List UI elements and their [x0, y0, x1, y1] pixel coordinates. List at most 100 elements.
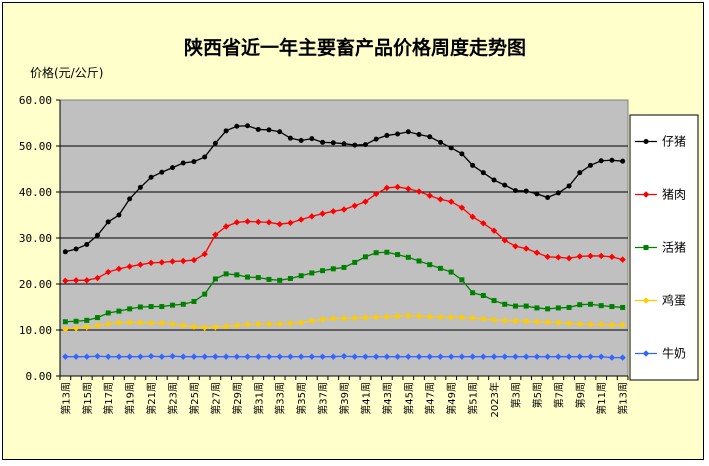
- data-point: [265, 219, 273, 226]
- data-point: [372, 313, 380, 321]
- data-point: [309, 136, 315, 142]
- data-point: [158, 259, 166, 266]
- x-tick-label: 第45周: [402, 382, 415, 415]
- data-point: [544, 318, 551, 326]
- series-3: [62, 312, 626, 333]
- x-tick-label: 第51周: [467, 382, 480, 415]
- data-point: [545, 195, 551, 201]
- data-point: [576, 353, 583, 360]
- data-point: [116, 212, 122, 218]
- data-point: [223, 271, 229, 277]
- data-point: [383, 313, 391, 320]
- x-tick-label: 第3周: [509, 382, 522, 408]
- data-point: [341, 264, 347, 270]
- data-point: [169, 353, 176, 360]
- data-point: [330, 140, 336, 146]
- data-point: [459, 151, 465, 157]
- data-point: [587, 353, 594, 360]
- data-point: [180, 301, 186, 307]
- data-point: [415, 188, 423, 195]
- data-point: [245, 274, 251, 280]
- data-point: [448, 145, 454, 151]
- data-point: [276, 320, 283, 328]
- data-point: [147, 353, 155, 360]
- data-point: [522, 318, 530, 325]
- data-point: [212, 231, 219, 238]
- data-point: [480, 293, 486, 298]
- data-point: [620, 304, 626, 310]
- data-point: [191, 159, 197, 165]
- data-point: [62, 353, 69, 360]
- data-point: [212, 276, 218, 282]
- data-point: [458, 204, 466, 211]
- chart-title: 陕西省近一年主要畜产品价格周度走势图: [184, 36, 526, 59]
- data-point: [566, 183, 572, 189]
- legend-label: 鸡蛋: [662, 293, 686, 308]
- data-point: [190, 256, 198, 264]
- data-point: [619, 354, 626, 361]
- data-point: [544, 353, 551, 360]
- data-point: [222, 353, 230, 360]
- data-point: [491, 298, 497, 304]
- data-point: [309, 270, 315, 276]
- data-point: [62, 325, 69, 333]
- x-tick-label: 第27周: [209, 382, 222, 415]
- data-point: [190, 353, 198, 360]
- x-tick-label: 第49周: [445, 382, 458, 415]
- data-point: [384, 132, 390, 138]
- data-point: [619, 256, 626, 263]
- data-point: [330, 266, 336, 272]
- data-point: [587, 301, 593, 307]
- data-point: [72, 324, 80, 332]
- data-point: [84, 317, 90, 323]
- data-point: [169, 258, 176, 265]
- data-point: [469, 353, 476, 360]
- data-point: [212, 324, 219, 331]
- data-point: [470, 290, 476, 296]
- data-point: [501, 317, 508, 324]
- data-point: [201, 353, 208, 360]
- legend-swatch-marker: [642, 191, 650, 198]
- data-point: [116, 308, 122, 314]
- data-point: [415, 313, 423, 320]
- data-point: [73, 246, 79, 252]
- data-point: [308, 353, 316, 360]
- data-point: [265, 353, 273, 360]
- data-point: [491, 177, 497, 183]
- data-point: [255, 126, 261, 132]
- data-point: [416, 132, 422, 137]
- data-point: [244, 353, 251, 360]
- data-point: [233, 353, 241, 360]
- data-point: [73, 318, 79, 324]
- data-point: [608, 354, 616, 361]
- data-point: [587, 162, 593, 168]
- data-point: [373, 136, 379, 142]
- series-4: [62, 353, 626, 361]
- data-point: [447, 313, 455, 321]
- x-tick-label: 2023年: [488, 382, 501, 417]
- data-point: [105, 219, 111, 225]
- data-point: [352, 259, 358, 265]
- data-point: [480, 220, 487, 227]
- data-point: [266, 127, 272, 133]
- data-point: [83, 324, 90, 331]
- legend-label: 牛奶: [662, 346, 686, 361]
- data-point: [427, 134, 433, 140]
- data-point: [426, 192, 433, 199]
- data-point: [405, 254, 411, 260]
- data-point: [502, 301, 508, 307]
- data-point: [351, 202, 358, 209]
- x-tick-label: 第25周: [188, 382, 201, 415]
- x-tick-label: 第39周: [338, 382, 351, 415]
- data-point: [598, 252, 605, 260]
- data-point: [255, 353, 262, 360]
- data-point: [587, 252, 594, 260]
- x-tick-label: 第47周: [424, 382, 437, 415]
- data-point: [276, 353, 283, 360]
- data-point: [222, 223, 230, 230]
- x-tick-label: 第33周: [274, 382, 287, 415]
- data-point: [330, 353, 337, 360]
- data-point: [62, 319, 68, 325]
- data-point: [277, 277, 283, 283]
